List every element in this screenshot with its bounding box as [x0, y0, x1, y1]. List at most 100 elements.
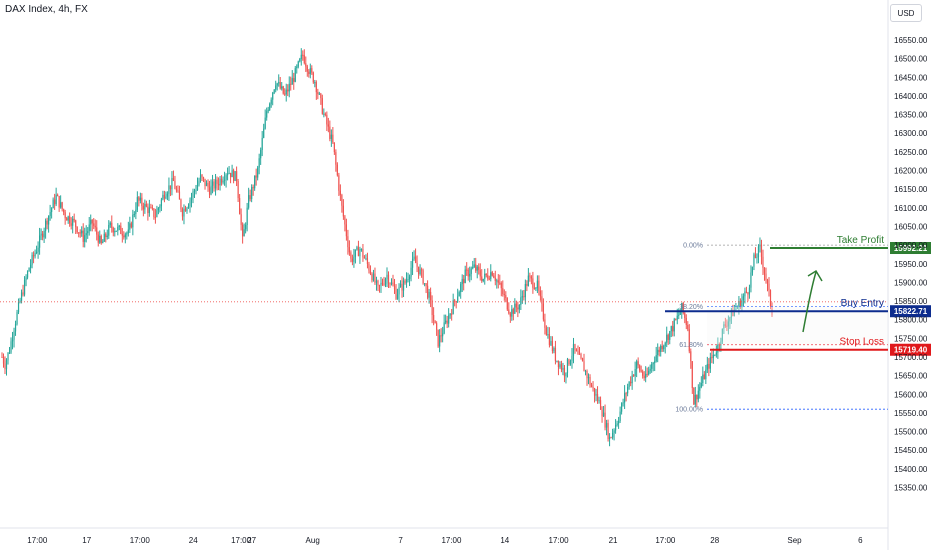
- candle-body: [239, 198, 241, 215]
- candle-body: [287, 89, 289, 92]
- candle-body: [163, 194, 166, 199]
- candle-body: [443, 322, 445, 334]
- price-axis[interactable]: 15350.00 15400.00 15450.00 15500.00 15550.00…: [894, 36, 928, 493]
- candle-body: [590, 385, 593, 387]
- candle-body: [529, 275, 531, 277]
- candle-body: [121, 233, 123, 236]
- y-tick-label: 16000.00: [894, 241, 928, 250]
- candle-body: [419, 269, 421, 275]
- candle-body: [520, 297, 522, 305]
- candle-body: [675, 319, 677, 321]
- candle-body: [625, 393, 627, 395]
- candle-body: [267, 109, 269, 112]
- candle-body: [357, 247, 360, 257]
- candle-body: [79, 232, 81, 234]
- candle-body: [633, 375, 635, 377]
- candle-body: [354, 249, 357, 257]
- candle-body: [28, 268, 30, 272]
- candle-body: [102, 241, 104, 244]
- candle-body: [763, 267, 766, 274]
- candle-body: [693, 387, 695, 405]
- candle-body: [329, 126, 331, 139]
- candle-body: [457, 296, 459, 302]
- candle-body: [88, 224, 90, 232]
- candle-body: [430, 291, 432, 301]
- price-tag-label: 15822.71: [894, 307, 928, 316]
- x-tick-label: 17:00: [27, 536, 48, 545]
- candle-body: [577, 350, 579, 354]
- x-tick-label: 28: [710, 536, 719, 545]
- candle-body: [285, 89, 287, 95]
- candle-body: [31, 254, 33, 265]
- candle-body: [487, 275, 489, 279]
- candle-body: [309, 68, 311, 75]
- candle-body: [657, 349, 659, 356]
- candle-body: [676, 315, 678, 320]
- fib-level-label: 0.00%: [683, 243, 703, 250]
- candle-body: [303, 55, 305, 64]
- candle-body: [178, 191, 181, 200]
- candle-body: [619, 411, 621, 421]
- candle-body: [63, 209, 65, 213]
- candle-body: [249, 195, 251, 200]
- x-tick-label: 17:00: [231, 536, 252, 545]
- target-arrow: [802, 271, 817, 333]
- y-tick-label: 15500.00: [894, 428, 928, 437]
- candle-body: [512, 309, 514, 314]
- candle-body: [332, 134, 334, 143]
- candle-body: [423, 283, 426, 285]
- candle-body: [481, 276, 483, 281]
- candle-body: [448, 315, 450, 324]
- candle-body: [211, 181, 214, 186]
- candle-body: [344, 216, 346, 225]
- candle-body: [508, 309, 510, 314]
- candle-body: [557, 360, 560, 368]
- candle-body: [721, 328, 723, 342]
- candle-body: [225, 175, 227, 180]
- candle-body: [384, 279, 387, 285]
- candle-body: [7, 352, 9, 361]
- candle-body: [645, 373, 647, 379]
- candle-body: [697, 390, 699, 400]
- candle-body: [184, 208, 187, 212]
- candle-body: [547, 333, 549, 336]
- candle-body: [405, 279, 408, 283]
- candle-body: [97, 234, 99, 243]
- candle-body: [60, 202, 62, 208]
- candle-body: [99, 235, 101, 243]
- candle-body: [530, 276, 532, 279]
- candle-body: [416, 263, 418, 267]
- candle-body: [308, 71, 310, 75]
- candle-body: [233, 170, 235, 181]
- y-tick-label: 15900.00: [894, 278, 928, 287]
- candle-body: [294, 68, 296, 82]
- candle-body: [532, 278, 534, 288]
- candle-body: [663, 345, 665, 350]
- candle-body: [61, 202, 63, 210]
- candle-body: [766, 280, 769, 284]
- candle-body: [375, 280, 378, 283]
- x-tick-label: 17:00: [130, 536, 151, 545]
- candle-body: [117, 226, 119, 231]
- candle-body: [484, 273, 486, 279]
- candle-body: [428, 291, 430, 298]
- candle-body: [511, 309, 513, 317]
- candle-body: [750, 272, 752, 288]
- candle-body: [296, 66, 298, 69]
- candle-body: [300, 54, 302, 60]
- candle-body: [422, 270, 424, 284]
- candle-body: [639, 365, 641, 371]
- candle-body: [172, 178, 175, 181]
- candle-body: [136, 197, 138, 210]
- candle-body: [634, 369, 636, 376]
- candle-body: [724, 324, 726, 326]
- candle-body: [312, 72, 314, 83]
- candle-body: [141, 197, 143, 206]
- candle-body: [608, 437, 611, 439]
- candle-body: [118, 225, 120, 227]
- candle-body: [52, 199, 54, 209]
- candle-body: [32, 254, 35, 257]
- currency-button[interactable]: USD: [890, 4, 922, 22]
